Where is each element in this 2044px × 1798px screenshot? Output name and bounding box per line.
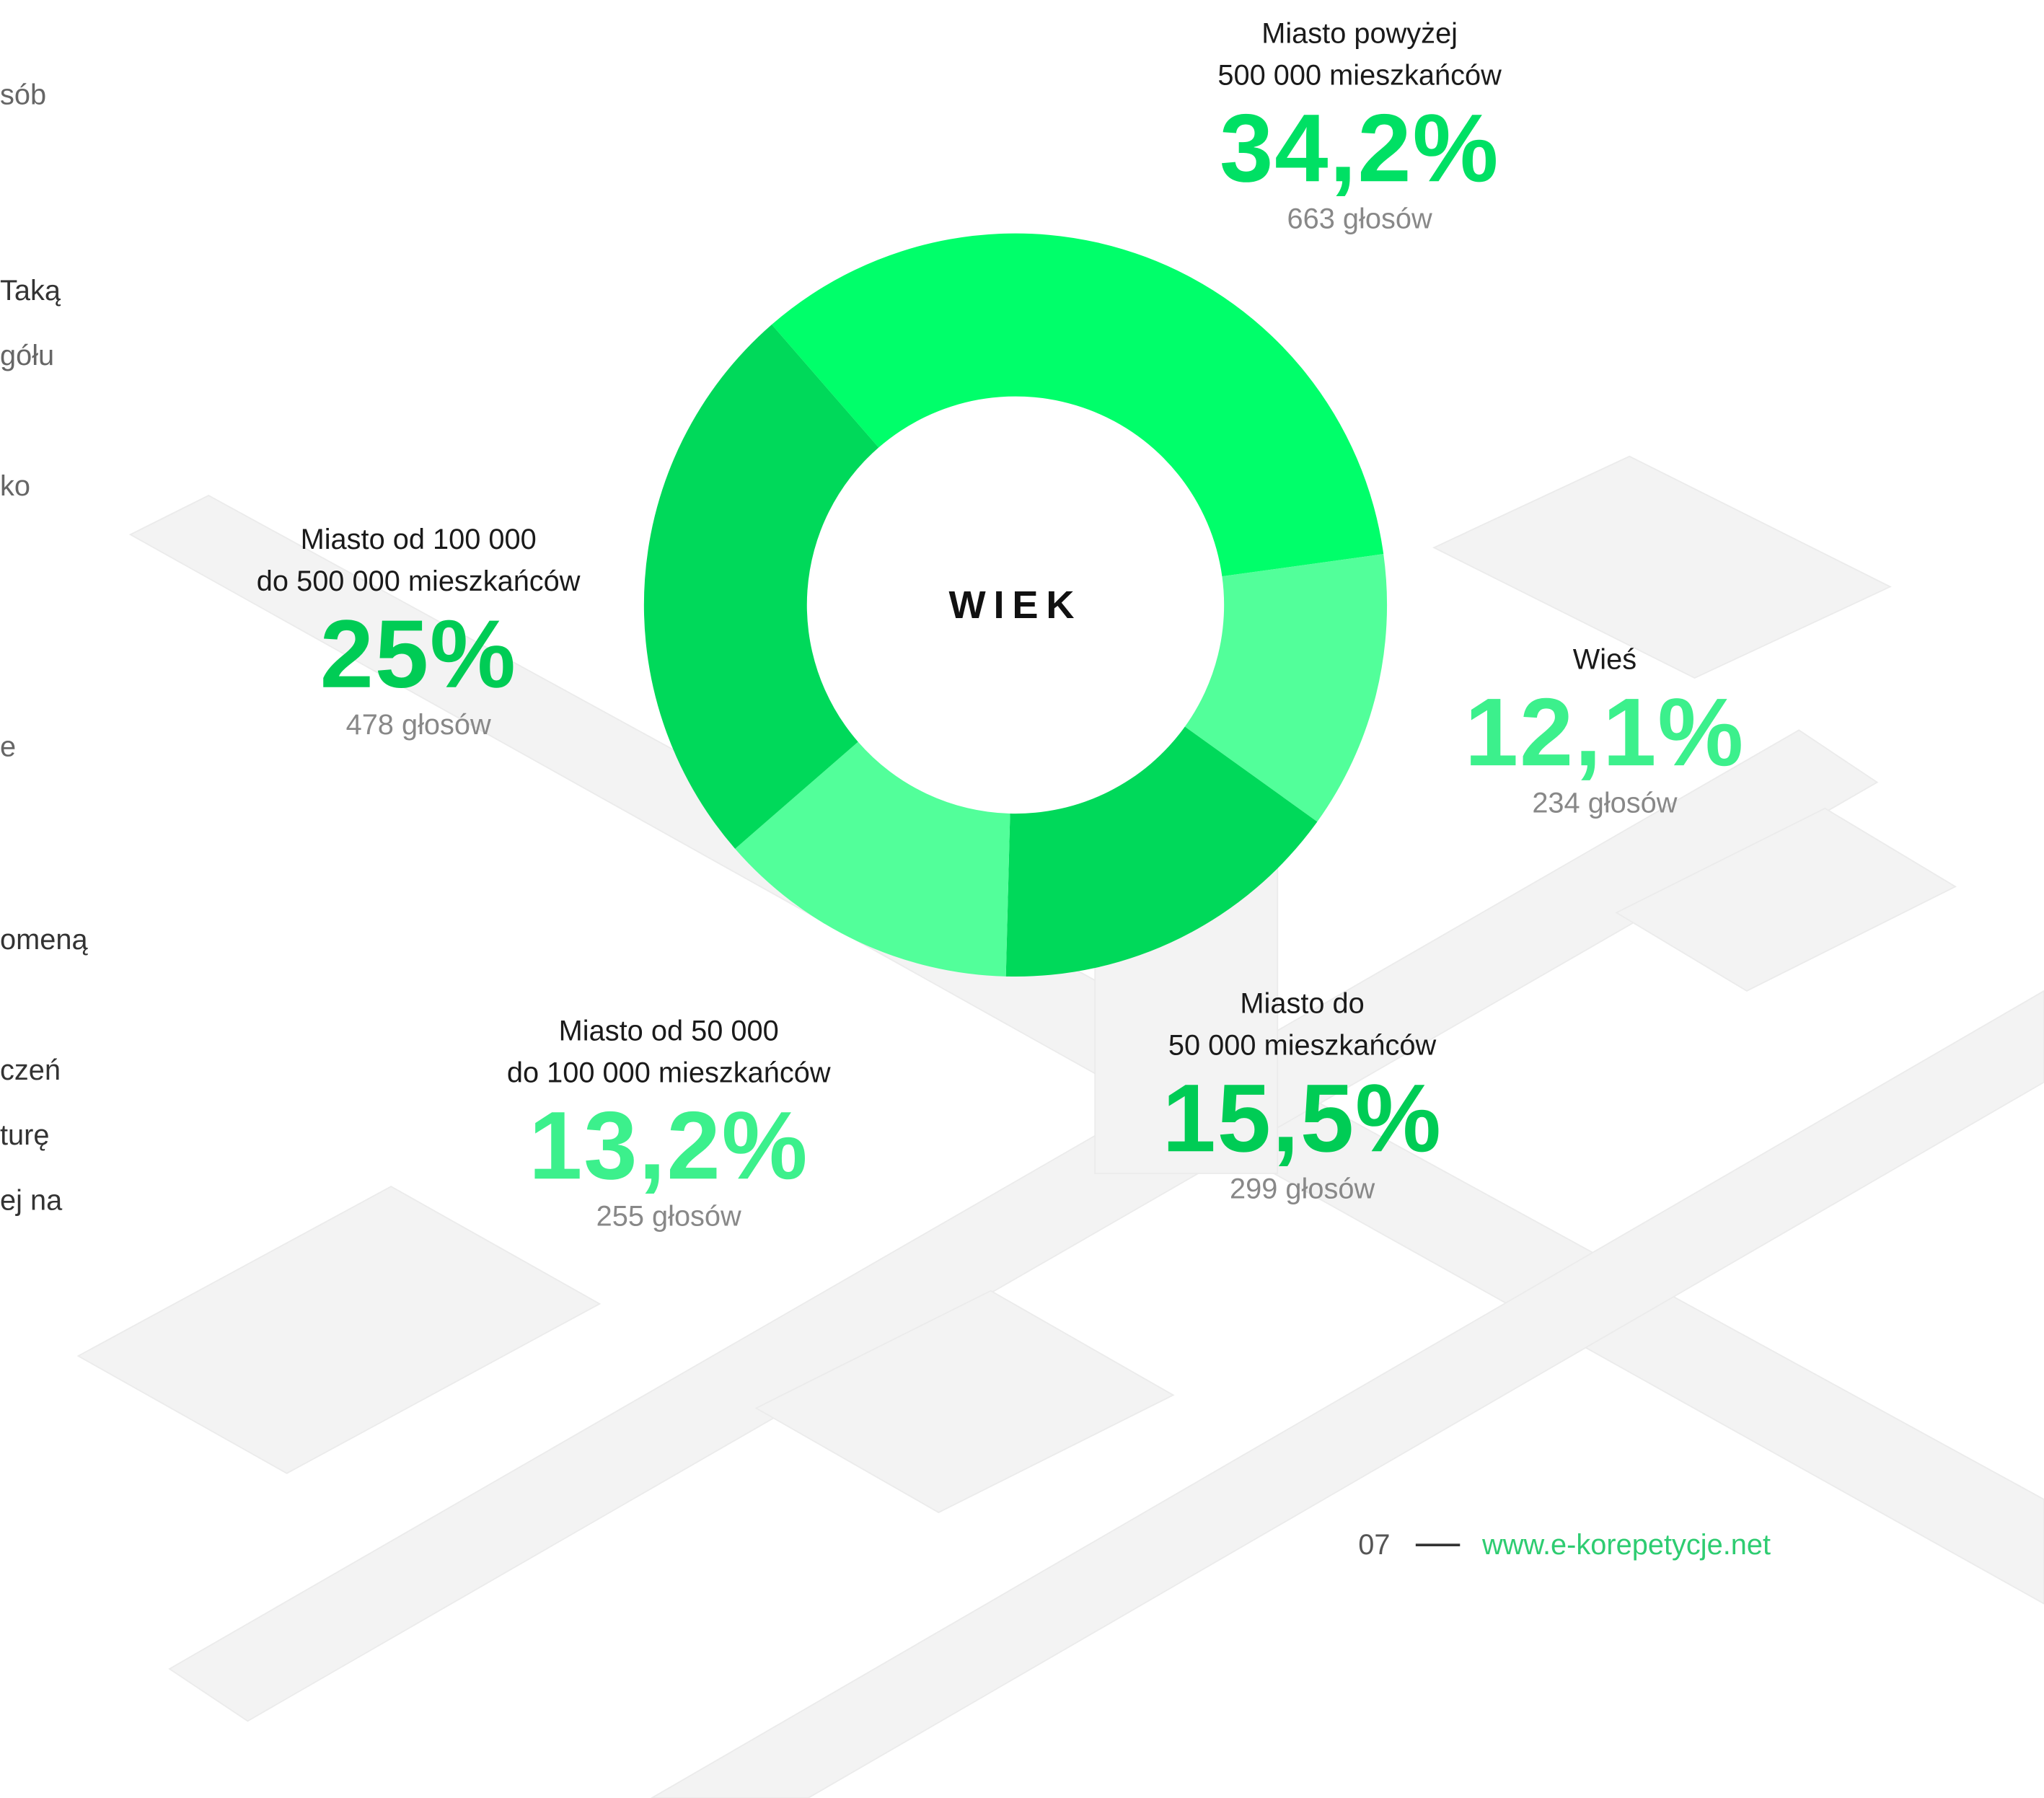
vote-count: 299 głosów bbox=[1229, 1172, 1375, 1205]
vote-count: 478 głosów bbox=[345, 708, 491, 741]
category-name: Wieś bbox=[1572, 643, 1637, 676]
side-text: e bbox=[0, 730, 17, 763]
value-label: 12,1% bbox=[1464, 678, 1745, 787]
donut-segment bbox=[1005, 726, 1318, 977]
side-text: sób bbox=[0, 78, 47, 111]
category-name: Miasto do 50 000 mieszkańców bbox=[1168, 987, 1437, 1062]
footer-url: www.e-korepetycje.net bbox=[1482, 1528, 1771, 1561]
donut-segment bbox=[735, 741, 1010, 977]
side-text: czeń bbox=[0, 1053, 61, 1086]
segment-label: Miasto od 50 000 do 100 000 mieszkańców 1… bbox=[434, 1010, 904, 1235]
segment-label: Miasto od 100 000 do 500 000 mieszkańców… bbox=[184, 519, 653, 744]
value-label: 15,5% bbox=[1162, 1064, 1442, 1173]
donut-segment bbox=[1184, 554, 1388, 822]
side-text: ej na bbox=[0, 1184, 63, 1217]
value-label: 34,2% bbox=[1219, 94, 1500, 203]
donut bbox=[643, 233, 1388, 977]
category-name: Miasto od 100 000 do 500 000 mieszkańców bbox=[256, 522, 581, 597]
side-text: turę bbox=[0, 1119, 50, 1152]
page-number: 07 bbox=[1358, 1528, 1391, 1561]
vote-count: 255 głosów bbox=[596, 1199, 741, 1233]
side-text: omeną bbox=[0, 922, 88, 956]
category-name: Miasto od 50 000 do 100 000 mieszkańców bbox=[506, 1014, 831, 1089]
side-text: Taką bbox=[0, 273, 61, 307]
segment-label: Wieś 12,1% 234 głosów bbox=[1370, 639, 1840, 821]
vote-count: 234 głosów bbox=[1532, 786, 1678, 819]
value-label: 25% bbox=[320, 599, 517, 708]
category-name: Miasto powyżej 500 000 mieszkańców bbox=[1217, 17, 1502, 92]
center-label: WIEK bbox=[948, 583, 1082, 627]
value-label: 13,2% bbox=[529, 1091, 809, 1200]
donut-segment bbox=[643, 324, 879, 849]
segment-label: Miasto do 50 000 mieszkańców 15,5% 299 gło… bbox=[1067, 983, 1537, 1207]
segment-label: Miasto powyżej 500 000 mieszkańców 34,2% 6… bbox=[1125, 13, 1595, 237]
side-text: gółu bbox=[0, 339, 55, 372]
vote-count: 663 głosów bbox=[1287, 202, 1432, 235]
donut-segment bbox=[772, 233, 1384, 577]
background-city bbox=[76, 455, 2044, 1798]
side-text: ko bbox=[0, 469, 31, 503]
